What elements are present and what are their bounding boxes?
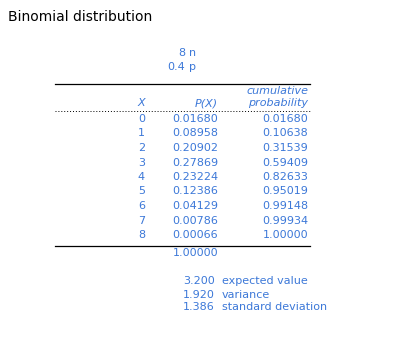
- Text: 0.20902: 0.20902: [172, 143, 218, 153]
- Text: 8: 8: [138, 230, 145, 240]
- Text: 7: 7: [138, 216, 145, 226]
- Text: 3.200: 3.200: [183, 277, 215, 287]
- Text: n: n: [189, 48, 196, 58]
- Text: 0.31539: 0.31539: [262, 143, 308, 153]
- Text: 0.01680: 0.01680: [172, 114, 218, 124]
- Text: standard deviation: standard deviation: [222, 302, 327, 312]
- Text: 3: 3: [138, 157, 145, 167]
- Text: 1: 1: [138, 129, 145, 139]
- Text: 0.00066: 0.00066: [172, 230, 218, 240]
- Text: 0.10638: 0.10638: [262, 129, 308, 139]
- Text: 1.920: 1.920: [183, 290, 215, 300]
- Text: 1.00000: 1.00000: [172, 248, 218, 258]
- Text: expected value: expected value: [222, 277, 308, 287]
- Text: 8: 8: [178, 48, 185, 58]
- Text: 0.59409: 0.59409: [262, 157, 308, 167]
- Text: 0: 0: [138, 114, 145, 124]
- Text: 0.99934: 0.99934: [262, 216, 308, 226]
- Text: X: X: [137, 98, 145, 108]
- Text: 0.23224: 0.23224: [172, 172, 218, 182]
- Text: 4: 4: [138, 172, 145, 182]
- Text: 2: 2: [138, 143, 145, 153]
- Text: 0.82633: 0.82633: [262, 172, 308, 182]
- Text: 6: 6: [138, 201, 145, 211]
- Text: 0.12386: 0.12386: [172, 186, 218, 196]
- Text: 0.99148: 0.99148: [262, 201, 308, 211]
- Text: 0.4: 0.4: [167, 62, 185, 72]
- Text: 0.95019: 0.95019: [262, 186, 308, 196]
- Text: 0.08958: 0.08958: [172, 129, 218, 139]
- Text: 0.04129: 0.04129: [172, 201, 218, 211]
- Text: 1.386: 1.386: [183, 302, 215, 312]
- Text: p: p: [189, 62, 196, 72]
- Text: probability: probability: [248, 98, 308, 108]
- Text: variance: variance: [222, 290, 270, 300]
- Text: P(X): P(X): [195, 98, 218, 108]
- Text: cumulative: cumulative: [246, 86, 308, 96]
- Text: 5: 5: [138, 186, 145, 196]
- Text: 0.27869: 0.27869: [172, 157, 218, 167]
- Text: 1.00000: 1.00000: [262, 230, 308, 240]
- Text: Binomial distribution: Binomial distribution: [8, 10, 152, 24]
- Text: 0.01680: 0.01680: [262, 114, 308, 124]
- Text: 0.00786: 0.00786: [172, 216, 218, 226]
